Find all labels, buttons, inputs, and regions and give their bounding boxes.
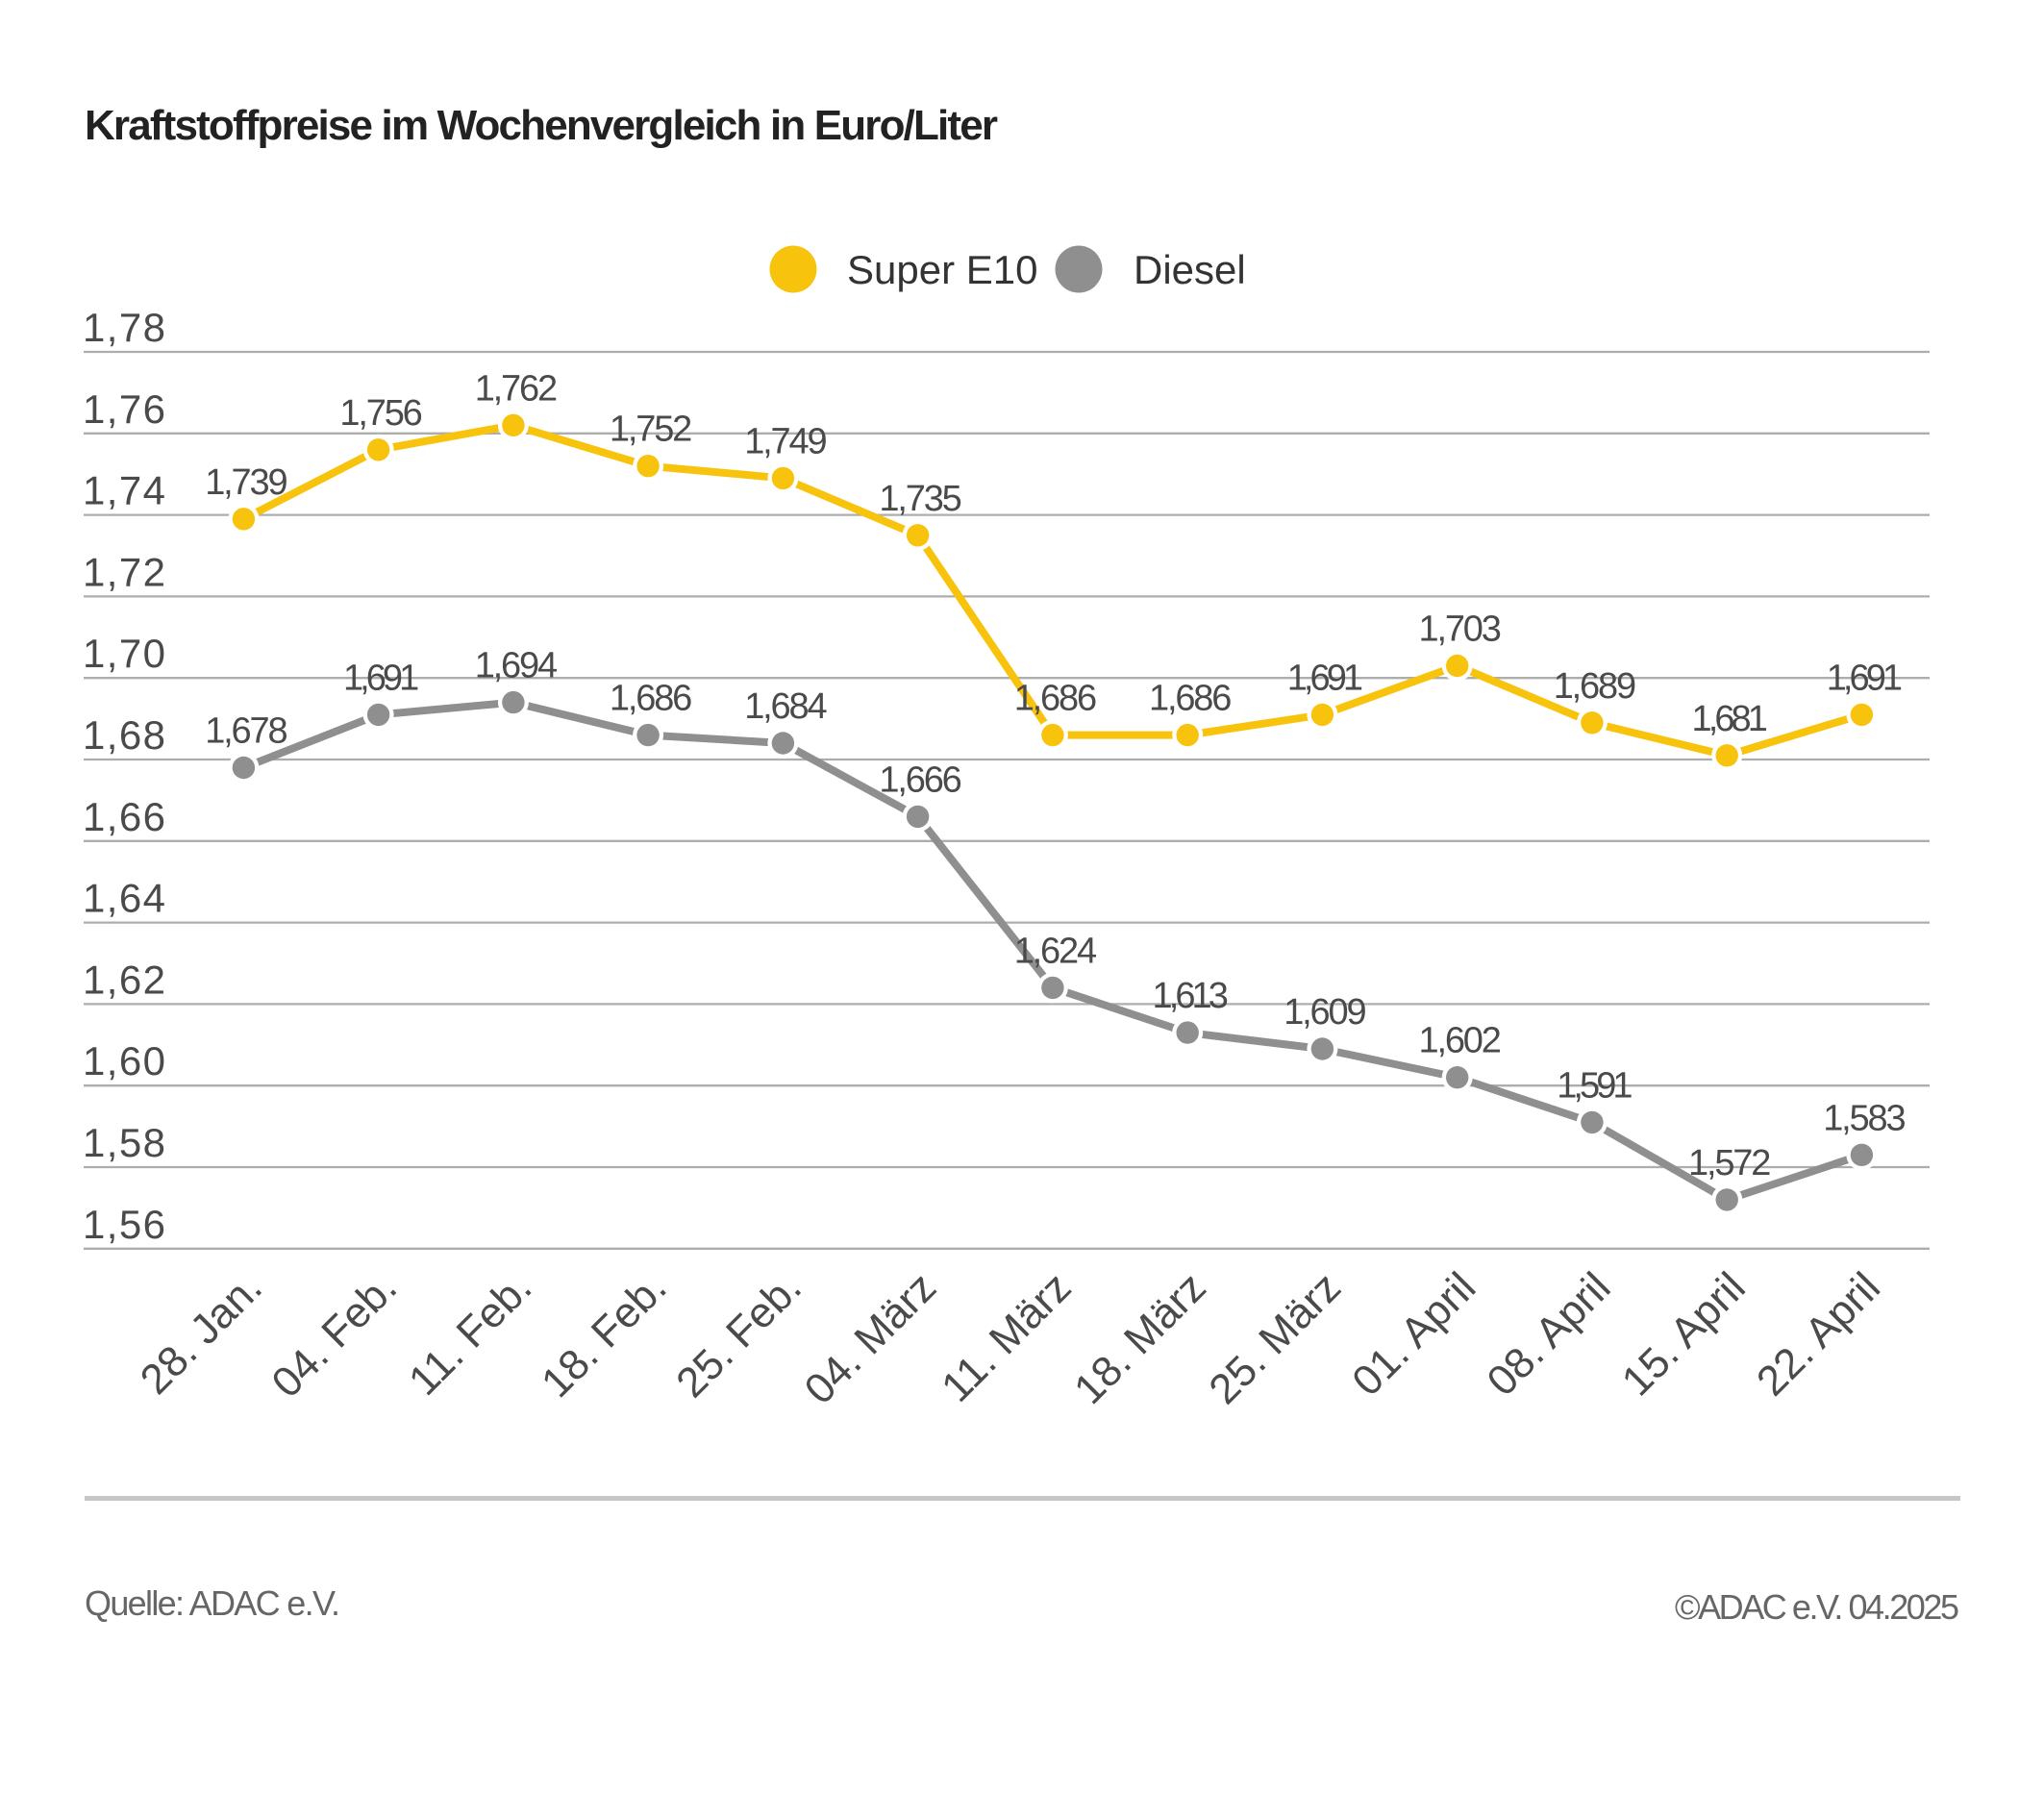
svg-text:1,678: 1,678 [205, 711, 287, 752]
svg-text:Diesel: Diesel [1134, 247, 1246, 292]
svg-text:1,686: 1,686 [610, 679, 692, 719]
svg-text:1,76: 1,76 [83, 386, 165, 432]
svg-text:1,684: 1,684 [744, 686, 827, 727]
svg-text:1,756: 1,756 [339, 393, 422, 434]
svg-text:©ADAC e.V. 04.2025: ©ADAC e.V. 04.2025 [1675, 1587, 1959, 1627]
svg-text:1,591: 1,591 [1557, 1065, 1633, 1106]
svg-text:1,689: 1,689 [1554, 666, 1636, 707]
svg-text:1,624: 1,624 [1014, 931, 1097, 971]
svg-text:Super E10: Super E10 [847, 247, 1037, 292]
svg-text:1,583: 1,583 [1823, 1098, 1906, 1138]
svg-text:1,78: 1,78 [83, 305, 165, 350]
svg-text:1,762: 1,762 [475, 368, 558, 409]
svg-text:1,66: 1,66 [83, 794, 165, 839]
svg-text:1,739: 1,739 [205, 462, 287, 503]
svg-text:1,735: 1,735 [879, 479, 961, 519]
svg-text:1,613: 1,613 [1153, 976, 1229, 1016]
svg-text:1,68: 1,68 [83, 712, 165, 758]
svg-text:1,58: 1,58 [83, 1120, 165, 1165]
svg-text:1,752: 1,752 [610, 410, 692, 450]
svg-text:1,691: 1,691 [1287, 658, 1363, 698]
svg-text:1,681: 1,681 [1692, 699, 1768, 739]
svg-text:1,60: 1,60 [83, 1038, 165, 1083]
svg-text:1,691: 1,691 [343, 658, 419, 698]
svg-text:1,666: 1,666 [879, 760, 961, 800]
svg-text:1,62: 1,62 [83, 957, 165, 1002]
svg-text:1,694: 1,694 [475, 646, 558, 686]
svg-text:1,64: 1,64 [83, 876, 165, 921]
svg-text:1,572: 1,572 [1688, 1143, 1771, 1183]
svg-text:1,609: 1,609 [1284, 992, 1366, 1033]
svg-text:1,691: 1,691 [1827, 658, 1903, 698]
svg-text:Quelle: ADAC e.V.: Quelle: ADAC e.V. [85, 1583, 340, 1623]
svg-text:1,70: 1,70 [83, 631, 165, 676]
svg-text:1,686: 1,686 [1149, 679, 1232, 719]
svg-text:1,703: 1,703 [1419, 610, 1502, 650]
svg-text:1,74: 1,74 [83, 468, 165, 513]
svg-text:1,686: 1,686 [1014, 679, 1097, 719]
svg-text:1,56: 1,56 [83, 1202, 165, 1247]
svg-text:1,602: 1,602 [1419, 1021, 1502, 1061]
svg-text:1,749: 1,749 [744, 421, 827, 461]
svg-text:1,72: 1,72 [83, 549, 165, 594]
svg-text:Kraftstoffpreise im Wochenverg: Kraftstoffpreise im Wochenvergleich in E… [85, 102, 998, 149]
